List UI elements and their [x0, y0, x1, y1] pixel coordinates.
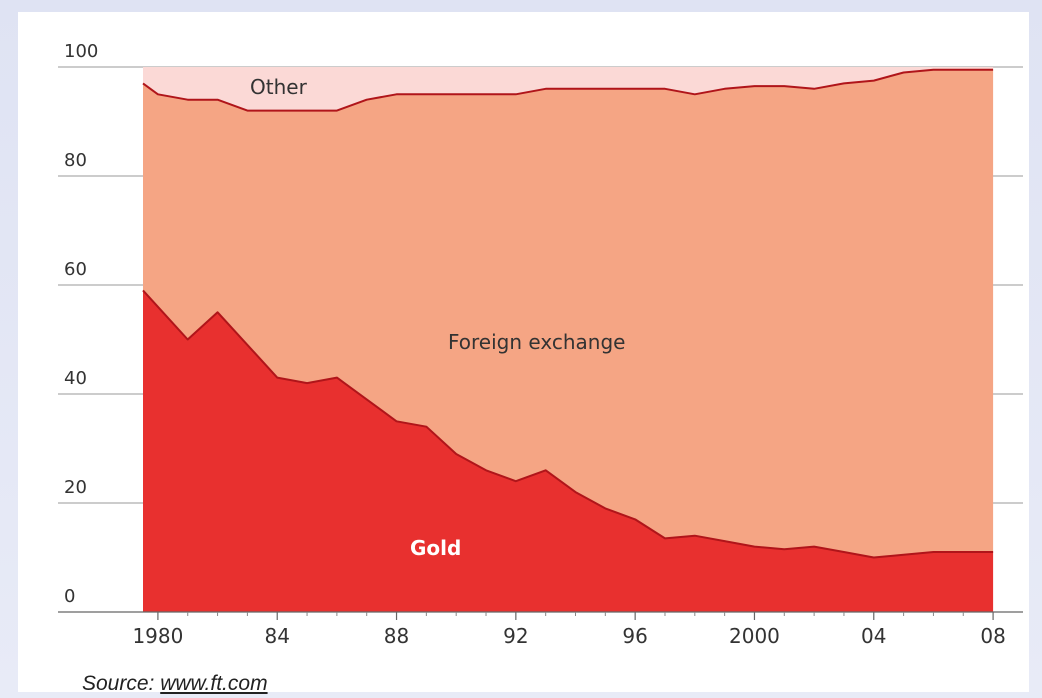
y-tick-label: 60: [64, 259, 87, 280]
x-tick-label: 1980: [132, 624, 183, 648]
y-tick-label: 100: [64, 41, 98, 62]
source-link[interactable]: www.ft.com: [160, 672, 268, 695]
gold-boundary-line: [142, 289, 994, 559]
x-tick-label: 08: [980, 624, 1005, 648]
source-note: Source: www.ft.com: [82, 672, 268, 696]
y-axis-ticks: 0 20 40 60 80 100: [64, 41, 98, 607]
gold-area-label: Gold: [410, 536, 461, 560]
y-tick-label: 80: [64, 150, 87, 171]
x-tick-label: 96: [622, 624, 647, 648]
y-tick-label: 40: [64, 368, 87, 389]
chart-card: 0 20 40 60 80 100 1980 84 88 92 96 2000 04 08 Other …: [18, 12, 1029, 695]
x-tick-label: 2000: [729, 624, 780, 648]
foreign-exchange-area: [143, 69, 994, 558]
x-axis-ticks: 1980 84 88 92 96 2000 04 08: [58, 611, 1023, 648]
y-tick-label: 20: [64, 477, 87, 498]
boundary-lines: [142, 68, 994, 559]
x-tick-label: 84: [264, 624, 289, 648]
other-area-label: Other: [250, 75, 308, 99]
foreign-exchange-boundary-line: [142, 68, 994, 112]
x-tick-label: 88: [384, 624, 409, 648]
x-tick-label: 04: [861, 624, 886, 648]
x-tick-label: 92: [503, 624, 528, 648]
y-tick-label: 0: [64, 586, 75, 607]
gold-area: [143, 290, 994, 612]
foreign-exchange-area-label: Foreign exchange: [448, 330, 625, 354]
source-prefix: Source:: [82, 672, 155, 695]
